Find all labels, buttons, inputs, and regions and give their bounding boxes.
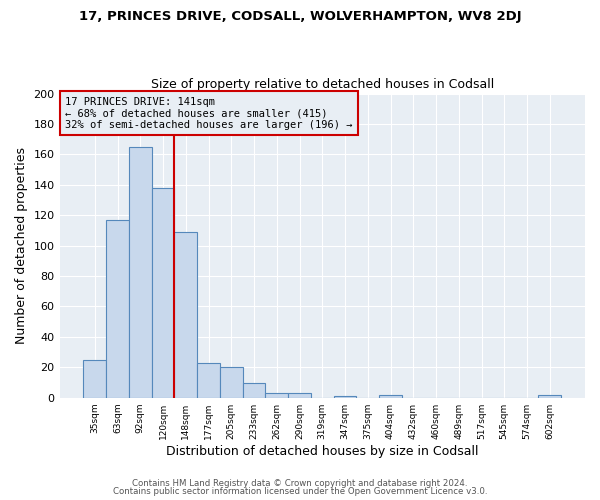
Text: Contains public sector information licensed under the Open Government Licence v3: Contains public sector information licen… <box>113 487 487 496</box>
Bar <box>242 382 265 398</box>
Title: Size of property relative to detached houses in Codsall: Size of property relative to detached ho… <box>151 78 494 91</box>
Bar <box>265 393 288 398</box>
Bar <box>152 188 175 398</box>
Bar <box>197 362 220 398</box>
Text: Contains HM Land Registry data © Crown copyright and database right 2024.: Contains HM Land Registry data © Crown c… <box>132 478 468 488</box>
Bar <box>129 147 152 398</box>
Y-axis label: Number of detached properties: Number of detached properties <box>15 147 28 344</box>
Bar <box>538 394 561 398</box>
Text: 17 PRINCES DRIVE: 141sqm
← 68% of detached houses are smaller (415)
32% of semi-: 17 PRINCES DRIVE: 141sqm ← 68% of detach… <box>65 96 352 130</box>
Bar <box>83 360 106 398</box>
Bar <box>175 232 197 398</box>
X-axis label: Distribution of detached houses by size in Codsall: Distribution of detached houses by size … <box>166 444 479 458</box>
Bar <box>379 394 402 398</box>
Bar <box>220 368 242 398</box>
Bar <box>288 393 311 398</box>
Bar <box>334 396 356 398</box>
Bar <box>106 220 129 398</box>
Text: 17, PRINCES DRIVE, CODSALL, WOLVERHAMPTON, WV8 2DJ: 17, PRINCES DRIVE, CODSALL, WOLVERHAMPTO… <box>79 10 521 23</box>
